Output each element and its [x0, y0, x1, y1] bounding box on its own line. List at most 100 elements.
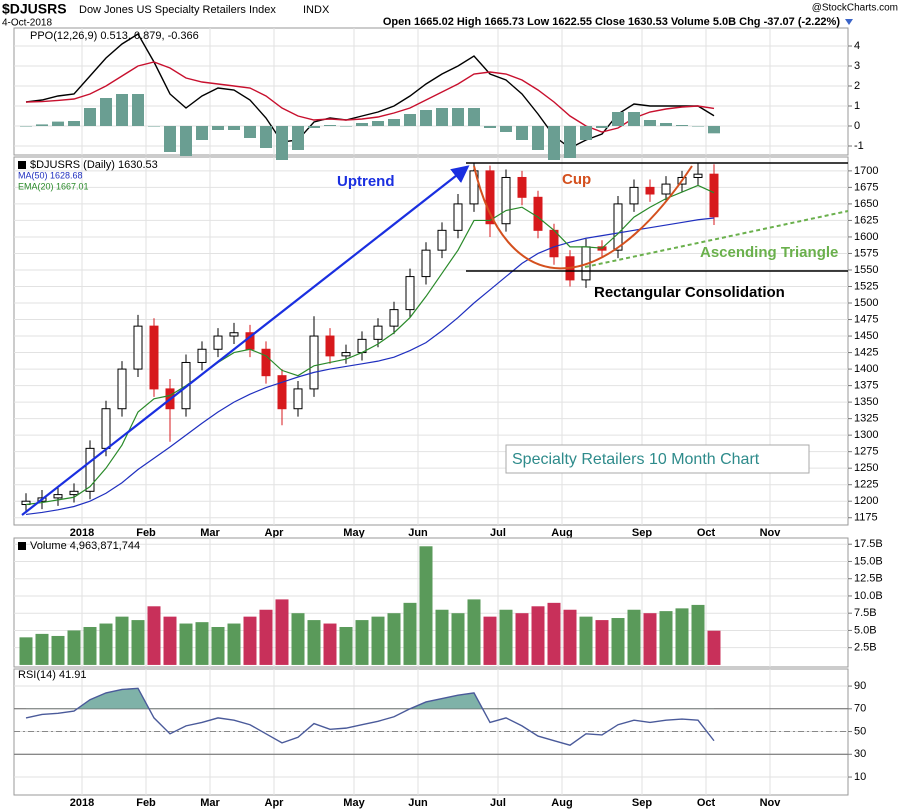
- ppo-label: PPO(12,26,9) 0.513, 0.879, -0.366: [30, 30, 199, 42]
- bar: [531, 606, 545, 665]
- bar: [563, 609, 577, 665]
- y-tick-label: 1475: [854, 313, 878, 325]
- bar: [548, 126, 560, 160]
- x-tick-label: Nov: [760, 527, 782, 539]
- bar: [292, 126, 304, 150]
- y-tick-label: 1450: [854, 330, 878, 342]
- candle-body: [341, 352, 351, 357]
- x-tick-label: May: [343, 797, 365, 809]
- bar: [435, 609, 449, 665]
- bar: [596, 126, 608, 128]
- quote-menu[interactable]: [845, 19, 853, 25]
- x-tick-label: Jun: [408, 527, 428, 539]
- bar: [547, 602, 561, 665]
- x-tick-label: Feb: [136, 797, 156, 809]
- candle-body: [69, 490, 79, 496]
- candle-body: [645, 186, 655, 195]
- bar: [580, 126, 592, 140]
- bar: [644, 120, 656, 126]
- bar: [212, 126, 224, 130]
- bar: [708, 126, 720, 134]
- x-tick-label: Jun: [408, 797, 428, 809]
- bar: [324, 125, 336, 126]
- bar: [516, 126, 528, 140]
- candle-body: [293, 388, 303, 410]
- legend-swatch: [18, 161, 26, 169]
- bar: [275, 599, 289, 665]
- bar: [243, 616, 257, 665]
- bar: [307, 620, 321, 665]
- bar: [308, 126, 320, 128]
- x-tick-label: Apr: [265, 527, 285, 539]
- bar: [436, 108, 448, 126]
- bar: [228, 126, 240, 130]
- x-tick-label: Nov: [760, 797, 782, 809]
- bar: [420, 110, 432, 126]
- x-tick-label: Oct: [697, 527, 716, 539]
- y-tick-label: 1225: [854, 479, 878, 491]
- candle-body: [533, 196, 543, 231]
- candle-body: [309, 335, 319, 390]
- bar: [515, 613, 529, 665]
- bar: [595, 620, 609, 665]
- bar: [83, 626, 97, 665]
- symbol: $DJUSRS: [2, 1, 67, 17]
- bar: [227, 623, 241, 665]
- candle-body: [197, 348, 207, 363]
- candle-body: [693, 173, 703, 178]
- bar: [99, 623, 113, 665]
- bar: [35, 633, 49, 665]
- panel-frame: [13, 156, 849, 526]
- bar: [499, 609, 513, 665]
- candle-body: [53, 494, 63, 499]
- bar: [691, 604, 705, 665]
- x-tick-label: Aug: [551, 527, 572, 539]
- candle-body: [517, 176, 527, 198]
- y-tick-label: 1500: [854, 297, 878, 309]
- index-name: Dow Jones US Specialty Retailers Index: [79, 4, 276, 16]
- bar: [68, 121, 80, 126]
- y-tick-label: 1425: [854, 346, 878, 358]
- candle-body: [117, 368, 127, 410]
- bar: [643, 613, 657, 665]
- bar: [692, 126, 704, 127]
- candle-body: [373, 325, 383, 340]
- candle-body: [613, 203, 623, 251]
- bar: [211, 626, 225, 665]
- candle-body: [437, 229, 447, 251]
- annotation-box: [505, 444, 810, 474]
- bar: [484, 126, 496, 128]
- x-tick-label: Aug: [551, 797, 572, 809]
- y-tick-label: 1275: [854, 446, 878, 458]
- bar: [131, 620, 145, 665]
- y-tick-label: 1700: [854, 165, 878, 177]
- bar: [611, 618, 625, 665]
- series-line: [25, 61, 715, 133]
- bar: [564, 126, 576, 158]
- candle-body: [421, 249, 431, 278]
- y-tick-label: 17.5B: [854, 538, 883, 550]
- bar: [660, 123, 672, 126]
- candle-body: [85, 447, 95, 492]
- legend-swatch: [18, 542, 26, 550]
- y-tick-label: 1675: [854, 181, 878, 193]
- candle-body: [325, 335, 335, 357]
- x-tick-label: Jul: [490, 527, 506, 539]
- bar: [67, 630, 81, 665]
- bar: [500, 126, 512, 132]
- candle-body: [709, 173, 719, 218]
- bar: [132, 94, 144, 126]
- y-tick-label: 1200: [854, 495, 878, 507]
- candle-body: [133, 325, 143, 370]
- candle-body: [549, 229, 559, 258]
- bar: [259, 609, 273, 665]
- bar: [179, 623, 193, 665]
- candle-body: [229, 332, 239, 337]
- uptrend-arrow: [21, 165, 470, 516]
- bar: [116, 94, 128, 126]
- bar: [628, 112, 640, 126]
- bar: [388, 119, 400, 126]
- bar: [627, 609, 641, 665]
- series-line: [25, 184, 715, 506]
- bar: [244, 126, 256, 138]
